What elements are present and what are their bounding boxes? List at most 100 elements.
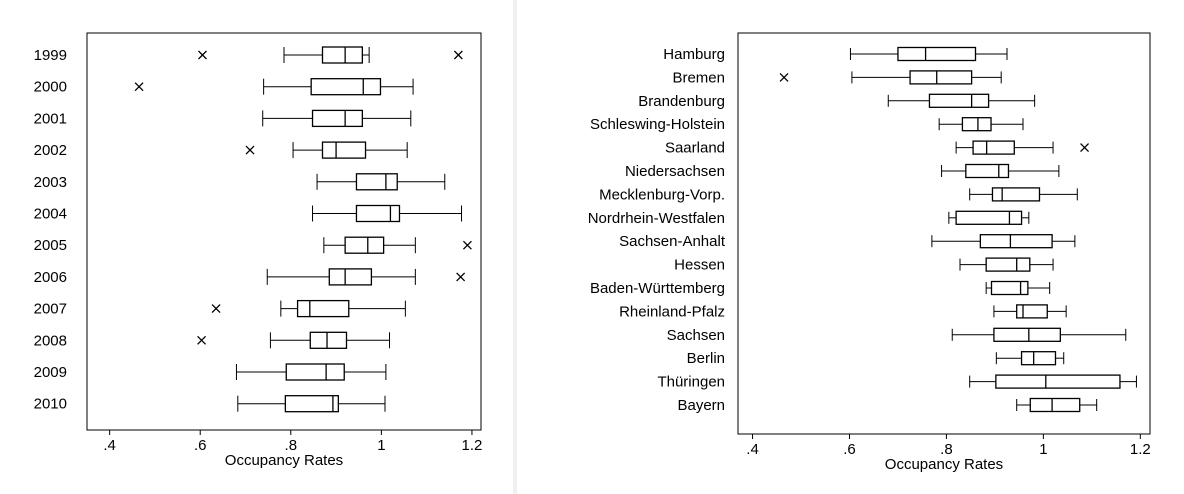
category-label: Sachsen-Anhalt bbox=[619, 233, 726, 250]
x-tick-label: 1.2 bbox=[462, 437, 483, 454]
box-2006: 2006 bbox=[34, 268, 466, 286]
iqr-box bbox=[897, 46, 977, 62]
iqr-box bbox=[991, 187, 1041, 202]
outlier-marker bbox=[134, 82, 144, 92]
iqr-box bbox=[321, 141, 367, 159]
category-label: 2010 bbox=[34, 396, 67, 413]
category-label: 2002 bbox=[34, 142, 67, 159]
box-2010: 2010 bbox=[34, 395, 386, 413]
iqr-box bbox=[909, 70, 973, 85]
x-axis-label: Occupancy Rates bbox=[885, 456, 1003, 473]
boxplot-by-state: .4 .6 .8 1 1.2 Occupancy Rates Hamburg Bremen Br… bbox=[588, 32, 1151, 473]
panel-by-year: .4 .6 .8 1 1.2 Occupancy Rates 1999 2000 2001 200… bbox=[0, 0, 510, 494]
iqr-box bbox=[990, 280, 1029, 296]
box-sachsen-anhalt: Sachsen-Anhalt bbox=[619, 233, 1076, 250]
box-2001: 2001 bbox=[34, 109, 412, 127]
box-nordrhein-westfalen: Nordrhein-Westfalen bbox=[588, 210, 1030, 227]
boxplot-by-year: .4 .6 .8 1 1.2 Occupancy Rates 1999 2000 2001 200… bbox=[34, 32, 483, 469]
iqr-box bbox=[972, 140, 1015, 155]
iqr-box bbox=[1016, 304, 1048, 319]
panel-divider bbox=[513, 0, 517, 494]
category-label: Berlin bbox=[687, 350, 725, 367]
iqr-box bbox=[296, 299, 350, 318]
category-label: Niedersachsen bbox=[625, 163, 725, 180]
category-label: Brandenburg bbox=[638, 93, 725, 110]
x-tick-label: .4 bbox=[103, 437, 116, 454]
iqr-box bbox=[284, 395, 339, 413]
category-label: 1999 bbox=[34, 47, 67, 64]
outlier-stroke bbox=[134, 82, 144, 92]
iqr-box bbox=[965, 163, 1010, 179]
outlier-marker bbox=[211, 304, 221, 314]
box-th-ringen: Thüringen bbox=[657, 374, 1137, 391]
x-tick-label: .8 bbox=[285, 437, 298, 454]
iqr-box bbox=[355, 173, 398, 191]
box-berlin: Berlin bbox=[687, 350, 1065, 367]
outlier-stroke bbox=[211, 304, 221, 314]
x-tick-label: 1.2 bbox=[1130, 441, 1151, 458]
x-tick-label: .6 bbox=[194, 437, 207, 454]
outlier-stroke bbox=[453, 50, 463, 60]
box-2009: 2009 bbox=[34, 363, 387, 381]
category-label: Bremen bbox=[672, 69, 725, 86]
iqr-box bbox=[928, 93, 990, 108]
category-label: Baden-Württemberg bbox=[590, 280, 725, 297]
category-label: 2003 bbox=[34, 174, 67, 191]
iqr-box bbox=[355, 204, 401, 223]
iqr-box bbox=[328, 268, 373, 286]
outlier-stroke bbox=[462, 240, 472, 250]
category-label: Hamburg bbox=[663, 46, 725, 63]
iqr-box bbox=[285, 363, 345, 381]
x-tick-label: .8 bbox=[940, 441, 953, 458]
outlier-stroke bbox=[245, 145, 255, 155]
category-label: Sachsen bbox=[667, 327, 725, 344]
box-2004: 2004 bbox=[34, 204, 463, 223]
category-label: 2007 bbox=[34, 301, 67, 318]
category-label: Hessen bbox=[674, 257, 725, 274]
outlier-marker bbox=[462, 240, 472, 250]
category-label: Nordrhein-Westfalen bbox=[588, 210, 725, 227]
category-label: 2009 bbox=[34, 364, 67, 381]
outlier-marker bbox=[453, 50, 463, 60]
outlier-stroke bbox=[197, 335, 207, 345]
outlier-marker bbox=[245, 145, 255, 155]
iqr-box bbox=[344, 236, 385, 254]
category-label: 2001 bbox=[34, 110, 67, 127]
iqr-box bbox=[995, 374, 1121, 389]
iqr-box bbox=[309, 331, 348, 349]
plot-frame bbox=[737, 32, 1151, 435]
iqr-box bbox=[985, 257, 1031, 272]
iqr-box bbox=[979, 234, 1053, 249]
x-axis-label: Occupancy Rates bbox=[225, 452, 343, 469]
outlier-marker bbox=[779, 72, 789, 82]
category-label: 2004 bbox=[34, 206, 67, 223]
panel-by-state: .4 .6 .8 1 1.2 Occupancy Rates Hamburg Bremen Br… bbox=[520, 0, 1184, 494]
box-2000: 2000 bbox=[34, 78, 414, 96]
box-rheinland-pfalz: Rheinland-Pfalz bbox=[619, 303, 1067, 320]
iqr-box bbox=[310, 78, 382, 96]
box-2003: 2003 bbox=[34, 173, 446, 191]
box-bremen: Bremen bbox=[672, 69, 1002, 86]
box-hessen: Hessen bbox=[674, 257, 1054, 274]
box-schleswing-holstein: Schleswing-Holstein bbox=[590, 116, 1024, 133]
outlier-stroke bbox=[456, 272, 466, 282]
iqr-box bbox=[993, 327, 1061, 342]
box-2007: 2007 bbox=[34, 299, 406, 318]
outlier-stroke bbox=[1080, 143, 1090, 153]
iqr-box bbox=[961, 117, 992, 132]
box-saarland: Saarland bbox=[665, 140, 1090, 157]
box-hamburg: Hamburg bbox=[663, 46, 1008, 63]
category-label: Mecklenburg-Vorp. bbox=[599, 186, 725, 203]
iqr-box bbox=[1029, 397, 1081, 413]
box-niedersachsen: Niedersachsen bbox=[625, 163, 1060, 180]
box-brandenburg: Brandenburg bbox=[638, 93, 1036, 110]
category-label: 2006 bbox=[34, 269, 67, 286]
box-baden-w-rttemberg: Baden-Württemberg bbox=[590, 280, 1051, 297]
box-1999: 1999 bbox=[34, 46, 463, 64]
box-bayern: Bayern bbox=[677, 397, 1098, 414]
category-label: Thüringen bbox=[657, 374, 725, 391]
x-tick-label: .6 bbox=[843, 441, 856, 458]
outlier-marker bbox=[1080, 143, 1090, 153]
category-label: 2005 bbox=[34, 237, 67, 254]
box-2002: 2002 bbox=[34, 141, 408, 159]
